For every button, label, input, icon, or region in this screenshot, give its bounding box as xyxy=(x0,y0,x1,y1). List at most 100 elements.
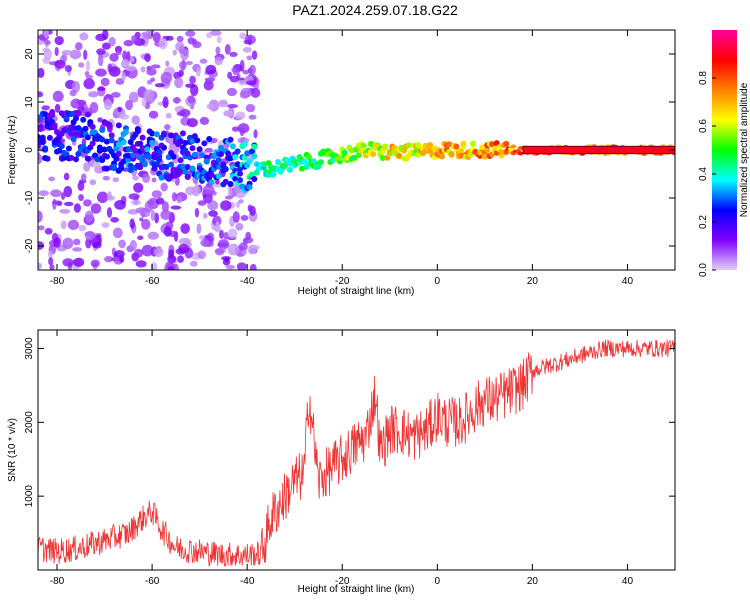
spectrum-cell xyxy=(227,155,234,162)
spectrum-cell xyxy=(163,163,170,170)
spectrum-cell xyxy=(83,162,91,172)
spectrum-cell xyxy=(241,249,248,255)
spectrum-cell xyxy=(70,136,77,143)
spectrum-cell xyxy=(244,150,251,157)
spectrum-cell xyxy=(298,165,305,172)
spectrum-cell xyxy=(67,219,80,230)
spectrum-cell xyxy=(82,125,89,132)
spectrum-cell xyxy=(83,78,95,90)
spectrum-cell xyxy=(146,154,153,161)
spectrum-cell xyxy=(119,113,130,120)
spectrum-cell xyxy=(217,239,230,250)
spectrum-cell xyxy=(165,60,170,67)
spectrum-cell xyxy=(126,50,131,62)
spectrum-cell xyxy=(220,161,227,168)
spectrum-cell xyxy=(46,134,53,141)
spectrum-cell xyxy=(119,255,125,263)
spectrum-cell xyxy=(49,108,56,115)
spectrum-cell xyxy=(115,150,122,157)
x-tick-label: -60 xyxy=(145,276,160,287)
spectrogram-y-label: Frequency (Hz) xyxy=(7,116,18,185)
spectrum-cell xyxy=(185,83,196,88)
spectrum-cell xyxy=(84,230,96,241)
spectrum-cell xyxy=(103,98,113,111)
spectrum-cell xyxy=(227,136,234,143)
spectrum-cell xyxy=(194,137,201,144)
x-tick-label: 40 xyxy=(622,276,634,287)
spectrum-cell xyxy=(41,105,50,111)
spectrum-cell xyxy=(184,163,191,170)
spectrum-cell xyxy=(156,149,163,156)
spectrum-cell xyxy=(38,153,43,165)
spectrum-cell xyxy=(108,36,116,47)
spectrum-cell xyxy=(165,112,172,119)
spectrum-cell xyxy=(48,257,54,266)
spectrum-cell xyxy=(78,194,84,202)
spectrum-cell xyxy=(75,124,82,131)
spectrum-cell xyxy=(199,152,206,159)
spectrum-cell xyxy=(153,247,164,258)
spectrum-cell xyxy=(160,131,167,138)
spectrum-cell xyxy=(80,116,87,123)
spectrum-cell xyxy=(75,110,82,117)
spectrum-cell xyxy=(229,51,238,58)
spectrum-cell xyxy=(206,135,213,142)
spectrum-cell xyxy=(118,239,126,249)
spectrum-cell xyxy=(382,143,389,150)
spectrum-cell xyxy=(236,262,247,270)
spectrum-cell xyxy=(44,155,51,162)
colorbar-tick-label: 0.4 xyxy=(698,167,709,181)
spectrum-cell xyxy=(114,45,123,54)
spectrum-cell xyxy=(73,238,81,246)
spectrogram-panel: -80 -60 -40 -20 0 20 40 -20 -10 0 10 20 Height of … xyxy=(7,29,676,297)
spectrum-cell xyxy=(227,71,233,80)
spectrum-cell xyxy=(170,153,177,160)
spectrum-cell xyxy=(56,147,63,154)
spectrum-cell xyxy=(176,35,184,43)
x-tick-label: -20 xyxy=(335,276,350,287)
snr-marks xyxy=(38,339,675,567)
spectrum-cell xyxy=(209,30,222,36)
spectrum-cell xyxy=(270,170,277,177)
spectrum-cell xyxy=(185,186,196,196)
spectrum-cell xyxy=(517,151,524,156)
colorbar: 0.0 0.2 0.4 0.6 0.8 Normalized spectral ampl… xyxy=(698,30,750,277)
spectrum-cell xyxy=(153,161,160,168)
spectrum-cell xyxy=(360,142,367,149)
spectrum-cell xyxy=(137,235,144,241)
spectrum-cell xyxy=(458,152,465,159)
spectrum-cell xyxy=(175,41,185,52)
spectrum-cell xyxy=(196,146,203,153)
spectrum-cell xyxy=(117,106,122,113)
page-title: PAZ1.2024.259.07.18.G22 xyxy=(292,2,458,18)
spectrum-cell xyxy=(50,189,62,198)
spectrum-cell xyxy=(253,129,258,139)
spectrum-cell xyxy=(101,30,109,40)
spectrum-cell xyxy=(167,266,174,270)
spectrum-cell xyxy=(216,36,222,44)
snr-line xyxy=(38,339,675,567)
spectrum-cell xyxy=(127,167,134,174)
colorbar-label: Normalized spectral amplitude xyxy=(739,82,750,217)
spectrum-cell xyxy=(245,80,257,86)
spectrum-cell xyxy=(103,138,110,145)
spectrum-cell xyxy=(189,138,196,145)
spectrum-cell xyxy=(458,147,465,154)
spectrum-cell xyxy=(101,222,110,229)
spectrum-cell xyxy=(251,176,258,183)
spectrum-cell xyxy=(154,212,159,224)
spectrum-cell xyxy=(160,209,172,221)
spectrum-cell xyxy=(246,184,253,191)
x-tick-label: 40 xyxy=(622,576,634,587)
spectrum-cell xyxy=(225,150,232,157)
snr-x-ticks: -80 -60 -40 -20 0 20 40 xyxy=(50,330,634,587)
spectrum-cell xyxy=(114,199,126,210)
spectrum-cell xyxy=(205,64,217,75)
spectrum-cell xyxy=(235,222,244,231)
spectrum-cell xyxy=(102,175,111,181)
spectrum-cell xyxy=(151,190,163,199)
spectrum-cell xyxy=(95,68,107,77)
snr-frame xyxy=(37,329,676,571)
spectrum-cell xyxy=(510,144,517,149)
spectrum-cell xyxy=(189,165,196,172)
